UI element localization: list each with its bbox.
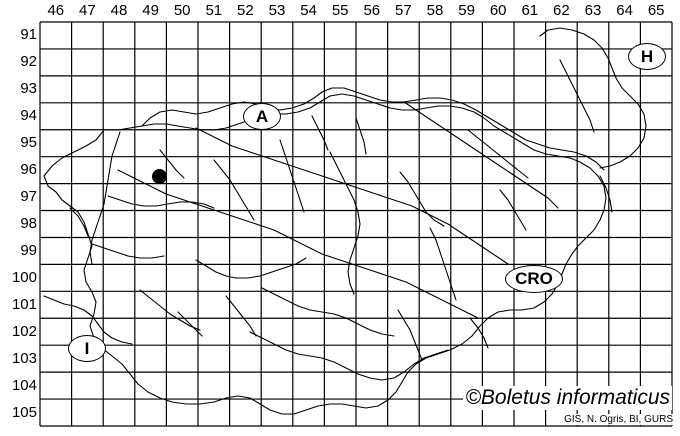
row-label: 94 [20,107,37,125]
row-label: 99 [20,241,37,259]
river-tributary-sw [69,207,89,237]
column-label: 60 [489,2,507,19]
slovenia-border-path [43,93,607,415]
row-label: 102 [11,322,37,340]
river-sava [117,169,479,319]
column-label: 56 [363,2,381,19]
row-label: 98 [20,215,37,232]
row-label: 92 [20,53,37,71]
row-label: 100 [11,268,37,286]
column-label: 54 [300,2,317,19]
river-soca [89,131,121,265]
river-reka [139,289,201,331]
row-label: 105 [11,403,37,421]
row-label: 103 [11,349,37,367]
column-label: 48 [110,2,128,19]
northern-border-detail [141,87,487,127]
column-label: 59 [458,2,475,19]
river-drava [195,127,509,265]
river-lahinja [397,309,423,361]
utm-grid-lines [39,21,673,427]
river-krka [261,287,395,337]
column-label: 46 [47,2,65,19]
river-mura [403,101,559,209]
occurrence-dot [152,169,167,184]
row-label: 97 [20,188,37,206]
column-label: 52 [237,2,254,19]
river-pesnica [467,129,529,179]
river-ljubljanica [195,257,307,279]
row-label: 104 [11,376,37,394]
row-label: 91 [20,26,37,44]
river-tributary-south [469,317,489,349]
river-cerkniscica [225,295,257,337]
river-mislinja [355,117,367,155]
column-label: 65 [647,2,665,19]
river-savinja [329,151,361,295]
column-label: 57 [395,2,412,19]
row-label: 95 [20,134,37,152]
row-label: 96 [20,161,37,179]
river-bacha [159,149,185,179]
credit-main-text: ©Boletus informaticus [463,386,672,410]
country-tag-cro: CRO [505,265,563,293]
river-vipava [91,243,165,259]
column-label: 53 [268,2,286,19]
column-label: 62 [553,2,570,19]
column-label: 61 [521,2,539,19]
adriatic-coast [43,295,133,345]
column-label: 64 [616,2,633,19]
river-meza [311,115,329,151]
river-kolpa [249,331,449,381]
river-ledava [559,59,595,133]
river-dravinja [399,171,445,227]
row-label: 101 [11,295,37,313]
country-tag-i: I [68,335,106,362]
column-label: 58 [426,2,444,19]
column-label: 55 [331,2,349,19]
column-label: 49 [142,2,159,19]
column-label: 50 [173,2,191,19]
column-label: 47 [79,2,96,19]
country-tag-a: A [243,103,281,130]
country-tag-h: H [628,43,666,70]
ne-arm-detail [539,27,647,169]
row-label: 93 [20,80,37,98]
column-label: 63 [584,2,602,19]
credit-attribution-text: GIS, N. Ogris, BI, GURS [563,414,674,425]
column-label: 51 [205,2,223,19]
river-kamniska-bistrica [279,139,305,213]
river-tributary-ne [599,175,613,213]
